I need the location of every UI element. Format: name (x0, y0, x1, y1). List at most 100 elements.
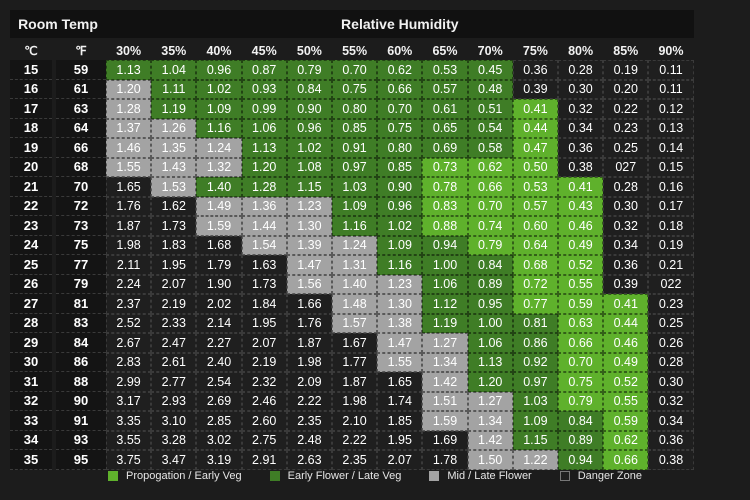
vpd-cell: 2.24 (106, 274, 152, 294)
vpd-cell: 2.02 (196, 294, 242, 314)
vpd-cell: 1.35 (151, 138, 197, 158)
vpd-cell: 1.65 (377, 372, 423, 392)
legend-item-danger-zone: Danger Zone (559, 470, 642, 482)
vpd-cell: 1.36 (241, 196, 287, 216)
vpd-cell: 1.50 (467, 450, 513, 470)
vpd-cell: 0.44 (512, 118, 558, 138)
temp-celsius: 27 (10, 294, 52, 314)
temp-celsius: 33 (10, 411, 52, 431)
vpd-cell: 0.45 (467, 60, 513, 80)
vpd-cell: 1.57 (332, 313, 378, 333)
vpd-cell: 2.32 (241, 372, 287, 392)
vpd-cell: 2.47 (151, 333, 197, 353)
temp-celsius: 21 (10, 177, 52, 197)
humidity-label: 85% (613, 44, 639, 58)
vpd-cell: 1.68 (196, 235, 242, 255)
vpd-cell: 0.32 (648, 391, 694, 411)
vpd-cell: 0.53 (422, 60, 468, 80)
vpd-cell: 0.66 (603, 450, 649, 470)
vpd-cell: 0.70 (467, 196, 513, 216)
vpd-cell: 1.13 (241, 138, 287, 158)
temp-fahrenheit: 59 (56, 60, 106, 80)
vpd-cell: 1.02 (377, 216, 423, 236)
legend-swatch-propagation (108, 471, 119, 481)
temp-fahrenheit: 68 (56, 157, 106, 177)
temp-fahrenheit: 79 (56, 274, 106, 294)
vpd-cell: 0.18 (648, 216, 694, 236)
humidity-label: 30% (116, 44, 142, 58)
vpd-cell: 0.62 (603, 430, 649, 450)
vpd-cell: 0.80 (332, 99, 378, 119)
vpd-cell: 2.48 (286, 430, 332, 450)
vpd-cell: 3.35 (106, 411, 152, 431)
vpd-cell: 0.55 (558, 274, 604, 294)
vpd-cell: 1.84 (241, 294, 287, 314)
vpd-cell: 0.51 (467, 99, 513, 119)
vpd-cell: 0.43 (558, 196, 604, 216)
vpd-cell: 2.60 (241, 411, 287, 431)
vpd-cell: 2.69 (196, 391, 242, 411)
temp-celsius: 19 (10, 138, 52, 158)
vpd-cell: 1.06 (422, 274, 468, 294)
vpd-cell: 1.23 (286, 196, 332, 216)
temp-celsius: 28 (10, 313, 52, 333)
temp-celsius: 17 (10, 99, 52, 119)
vpd-cell: 1.09 (512, 411, 558, 431)
vpd-cell: 1.43 (151, 157, 197, 177)
vpd-cell: 0.90 (286, 99, 332, 119)
vpd-cell: 0.63 (558, 313, 604, 333)
vpd-cell: 0.87 (241, 60, 287, 80)
vpd-cell: 1.00 (422, 255, 468, 275)
vpd-cell: 1.03 (512, 391, 558, 411)
temp-celsius: 32 (10, 391, 52, 411)
legend-item-propagation: Propogation / Early Veg (108, 470, 242, 482)
vpd-cell: 0.52 (603, 372, 649, 392)
vpd-cell: 3.10 (151, 411, 197, 431)
vpd-cell: 0.38 (558, 157, 604, 177)
temp-fahrenheit: 81 (56, 294, 106, 314)
humidity-label: 55% (342, 44, 368, 58)
temp-fahrenheit: 83 (56, 313, 106, 333)
vpd-cell: 0.75 (332, 79, 378, 99)
temp-celsius: 15 (10, 60, 52, 80)
temp-celsius: 22 (10, 196, 52, 216)
vpd-cell: 0.36 (603, 255, 649, 275)
vpd-cell: 1.38 (377, 313, 423, 333)
vpd-cell: 0.52 (558, 255, 604, 275)
vpd-cell: 0.55 (603, 391, 649, 411)
vpd-cell: 1.56 (286, 274, 332, 294)
vpd-cell: 0.78 (422, 177, 468, 197)
vpd-cell: 1.53 (151, 177, 197, 197)
vpd-cell: 0.97 (512, 372, 558, 392)
vpd-cell: 0.75 (377, 118, 423, 138)
vpd-cell: 1.98 (286, 352, 332, 372)
temp-celsius: 24 (10, 235, 52, 255)
vpd-cell: 0.11 (648, 79, 694, 99)
vpd-cell: 0.54 (467, 118, 513, 138)
vpd-cell: 0.41 (512, 99, 558, 119)
vpd-cell: 0.61 (422, 99, 468, 119)
vpd-cell: 1.63 (241, 255, 287, 275)
vpd-cell: 0.25 (603, 138, 649, 158)
vpd-cell: 1.69 (422, 430, 468, 450)
vpd-cell: 1.28 (106, 99, 152, 119)
vpd-cell: 0.64 (512, 235, 558, 255)
vpd-cell: 2.33 (151, 313, 197, 333)
header-room-temp: Room Temp (10, 10, 106, 38)
legend-label-early-flower: Early Flower / Late Veg (287, 470, 402, 482)
vpd-cell: 0.46 (558, 216, 604, 236)
vpd-cell: 0.80 (377, 138, 423, 158)
vpd-cell: 1.55 (377, 352, 423, 372)
vpd-cell: 1.73 (151, 216, 197, 236)
vpd-cell: 0.94 (558, 450, 604, 470)
vpd-cell: 2.27 (196, 333, 242, 353)
temp-fahrenheit: 93 (56, 430, 106, 450)
vpd-cell: 1.98 (332, 391, 378, 411)
vpd-cell: 0.49 (558, 235, 604, 255)
vpd-cell: 1.85 (377, 411, 423, 431)
vpd-cell: 2.75 (241, 430, 287, 450)
vpd-cell: 1.15 (286, 177, 332, 197)
vpd-cell: 0.32 (603, 216, 649, 236)
vpd-cell: 0.65 (422, 118, 468, 138)
vpd-cell: 0.85 (332, 118, 378, 138)
